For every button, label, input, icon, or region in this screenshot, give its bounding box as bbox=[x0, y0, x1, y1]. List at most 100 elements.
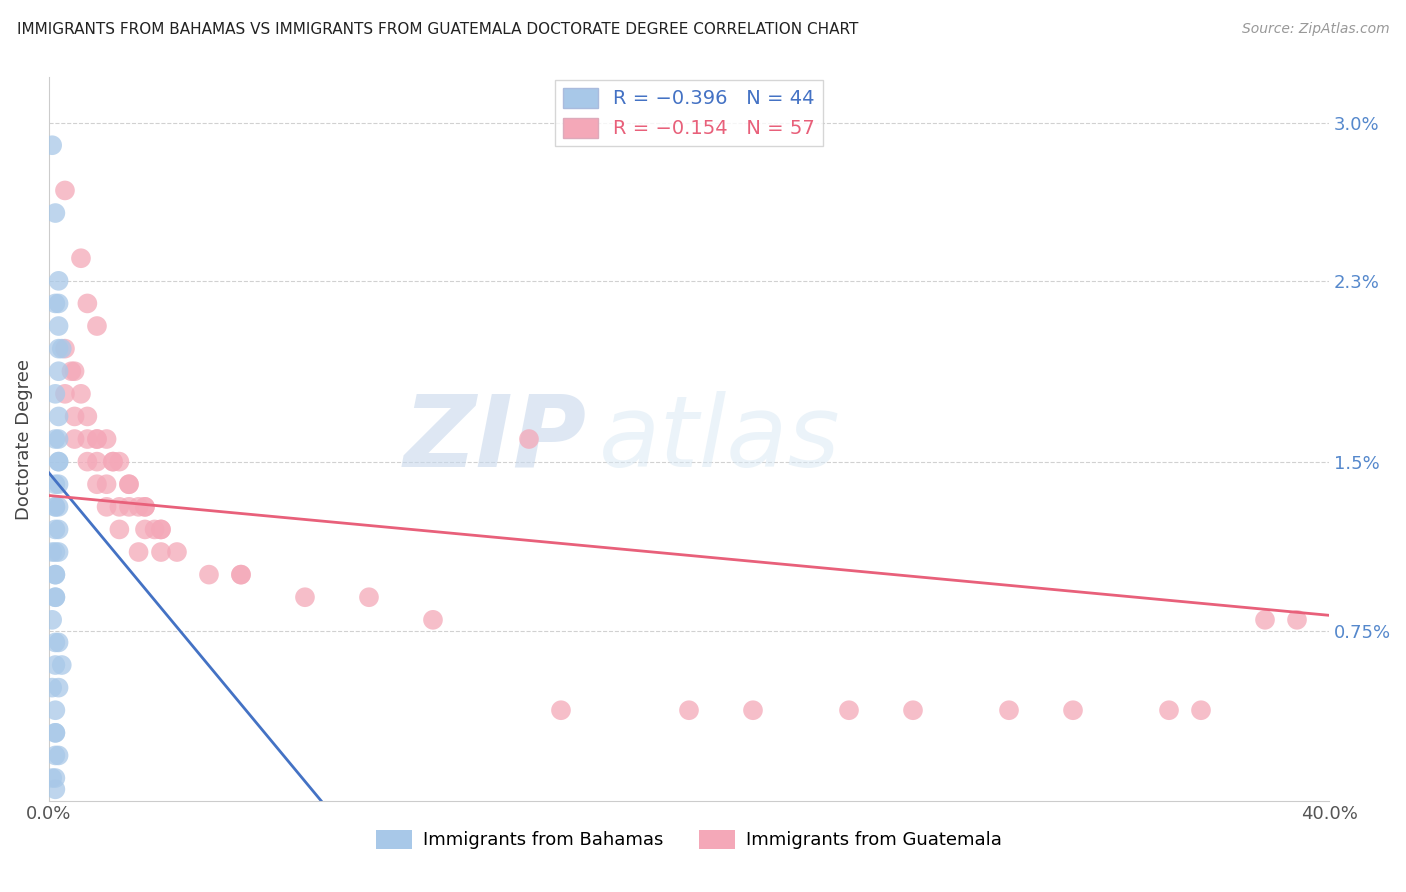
Point bbox=[44, 387, 66, 401]
Point bbox=[44, 477, 66, 491]
Point bbox=[41, 771, 63, 785]
Point bbox=[118, 477, 141, 491]
Point bbox=[48, 296, 70, 310]
Point bbox=[357, 591, 380, 605]
Point bbox=[229, 567, 252, 582]
Point bbox=[44, 500, 66, 514]
Point bbox=[53, 342, 76, 356]
Text: Source: ZipAtlas.com: Source: ZipAtlas.com bbox=[1241, 22, 1389, 37]
Point bbox=[86, 319, 108, 334]
Point bbox=[44, 658, 66, 673]
Point bbox=[96, 477, 118, 491]
Point bbox=[44, 206, 66, 220]
Point bbox=[48, 342, 70, 356]
Point bbox=[44, 296, 66, 310]
Point bbox=[76, 455, 98, 469]
Point bbox=[44, 500, 66, 514]
Point bbox=[108, 455, 131, 469]
Point bbox=[1189, 703, 1212, 717]
Point bbox=[70, 387, 93, 401]
Point bbox=[1157, 703, 1180, 717]
Point bbox=[550, 703, 572, 717]
Point bbox=[41, 138, 63, 153]
Point bbox=[1062, 703, 1084, 717]
Point bbox=[48, 635, 70, 649]
Point bbox=[63, 364, 86, 378]
Point bbox=[229, 567, 252, 582]
Text: IMMIGRANTS FROM BAHAMAS VS IMMIGRANTS FROM GUATEMALA DOCTORATE DEGREE CORRELATIO: IMMIGRANTS FROM BAHAMAS VS IMMIGRANTS FR… bbox=[17, 22, 858, 37]
Point bbox=[1254, 613, 1277, 627]
Point bbox=[51, 658, 73, 673]
Point bbox=[998, 703, 1021, 717]
Point bbox=[1285, 613, 1308, 627]
Point bbox=[48, 681, 70, 695]
Point bbox=[48, 432, 70, 446]
Point bbox=[96, 500, 118, 514]
Point bbox=[48, 319, 70, 334]
Point bbox=[86, 455, 108, 469]
Legend: R = −0.396   N = 44, R = −0.154   N = 57: R = −0.396 N = 44, R = −0.154 N = 57 bbox=[555, 80, 823, 146]
Point bbox=[60, 364, 83, 378]
Point bbox=[86, 432, 108, 446]
Point bbox=[143, 523, 166, 537]
Point bbox=[149, 523, 172, 537]
Point bbox=[86, 477, 108, 491]
Point bbox=[96, 432, 118, 446]
Point bbox=[198, 567, 221, 582]
Point bbox=[294, 591, 316, 605]
Text: ZIP: ZIP bbox=[404, 391, 586, 488]
Point bbox=[53, 387, 76, 401]
Point bbox=[44, 591, 66, 605]
Point bbox=[149, 545, 172, 559]
Point bbox=[63, 432, 86, 446]
Point bbox=[128, 500, 150, 514]
Point bbox=[742, 703, 765, 717]
Point bbox=[48, 409, 70, 424]
Point bbox=[108, 523, 131, 537]
Point bbox=[41, 681, 63, 695]
Point bbox=[44, 635, 66, 649]
Point bbox=[134, 500, 156, 514]
Point bbox=[44, 432, 66, 446]
Point bbox=[70, 252, 93, 266]
Point bbox=[76, 409, 98, 424]
Point bbox=[44, 567, 66, 582]
Point bbox=[44, 771, 66, 785]
Point bbox=[44, 545, 66, 559]
Point bbox=[76, 296, 98, 310]
Point bbox=[48, 545, 70, 559]
Point bbox=[44, 748, 66, 763]
Point bbox=[128, 545, 150, 559]
Point bbox=[678, 703, 700, 717]
Point bbox=[108, 500, 131, 514]
Point bbox=[76, 432, 98, 446]
Point bbox=[166, 545, 188, 559]
Point bbox=[53, 183, 76, 197]
Point bbox=[63, 409, 86, 424]
Point bbox=[41, 613, 63, 627]
Point bbox=[44, 782, 66, 797]
Point bbox=[44, 591, 66, 605]
Y-axis label: Doctorate Degree: Doctorate Degree bbox=[15, 359, 32, 519]
Point bbox=[422, 613, 444, 627]
Point bbox=[41, 545, 63, 559]
Point bbox=[48, 500, 70, 514]
Point bbox=[48, 364, 70, 378]
Point bbox=[51, 342, 73, 356]
Point bbox=[517, 432, 540, 446]
Point bbox=[838, 703, 860, 717]
Point bbox=[48, 455, 70, 469]
Point bbox=[86, 432, 108, 446]
Point bbox=[48, 477, 70, 491]
Point bbox=[101, 455, 124, 469]
Point bbox=[44, 703, 66, 717]
Point bbox=[48, 523, 70, 537]
Point bbox=[101, 455, 124, 469]
Point bbox=[48, 455, 70, 469]
Point bbox=[44, 523, 66, 537]
Point bbox=[134, 523, 156, 537]
Point bbox=[118, 477, 141, 491]
Text: atlas: atlas bbox=[599, 391, 841, 488]
Point bbox=[149, 523, 172, 537]
Point bbox=[118, 500, 141, 514]
